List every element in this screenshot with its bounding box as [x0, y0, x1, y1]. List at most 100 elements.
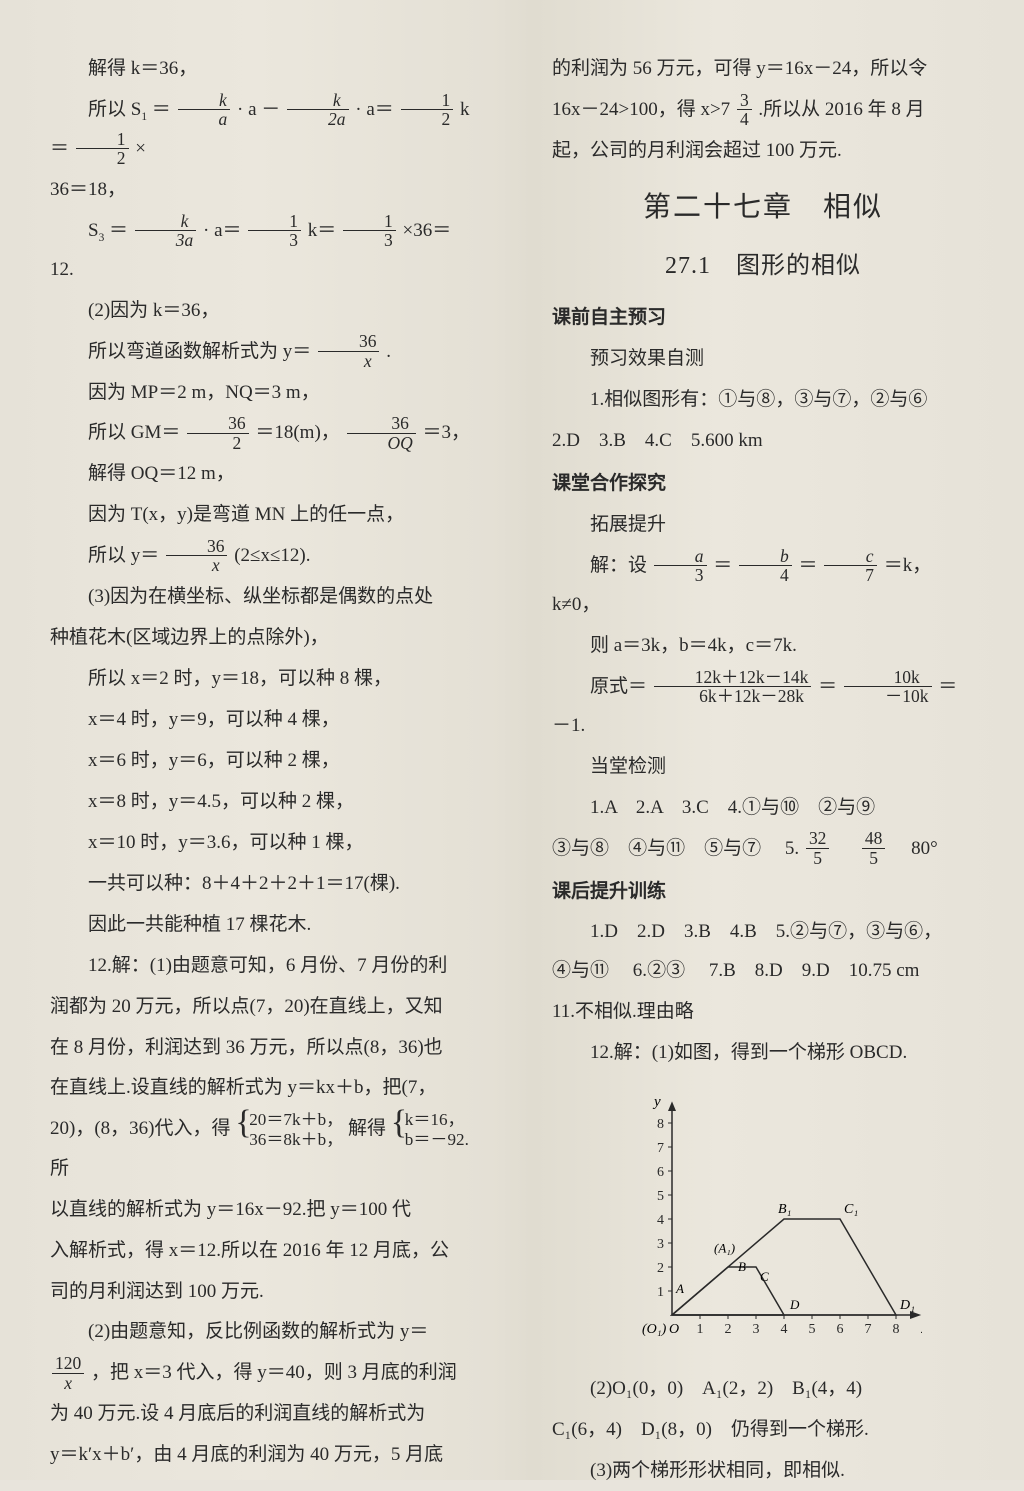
- subsection-heading: 预习效果自测: [552, 340, 974, 379]
- text-line: 入解析式，得 x＝12.所以在 2016 年 12 月底，公: [50, 1232, 472, 1271]
- fraction: b4: [739, 547, 792, 585]
- text-line: (3)两个梯形形状相同，即相似.: [552, 1452, 974, 1491]
- text-line: 在 8 月份，利润达到 36 万元，所以点(8，36)也: [50, 1029, 472, 1068]
- left-column: 解得 k＝36， 所以 S1 ＝ ka · a － k2a · a＝ 12 k＝…: [0, 0, 512, 1480]
- t: .: [386, 341, 391, 362]
- text-line: 司的月利润达到 100 万元.: [50, 1273, 472, 1312]
- fraction: 36x: [166, 537, 227, 575]
- text-line: 解得 OQ＝12 m，: [50, 455, 472, 494]
- text-line: 因此一共能种植 17 棵花木.: [50, 906, 472, 945]
- subsection-heading: 课前自主预习: [552, 299, 974, 338]
- svg-text:5: 5: [809, 1322, 816, 1337]
- text-line: 的利润为 56 万元，可得 y＝16x－24，所以令: [552, 50, 974, 89]
- svg-text:8: 8: [657, 1117, 664, 1132]
- svg-text:2: 2: [725, 1322, 732, 1337]
- t: 所以 S: [88, 99, 141, 120]
- svg-text:5: 5: [657, 1189, 664, 1204]
- text-line: 所以 x＝2 时，y＝18，可以种 8 棵，: [50, 660, 472, 699]
- text-line: 1.A 2.A 3.C 4.①与⑩ ②与⑨: [552, 789, 974, 828]
- t: 所以 y＝: [88, 545, 159, 566]
- text-line: 所以 S1 ＝ ka · a － k2a · a＝ 12 k＝ 12 ×: [50, 91, 472, 169]
- svg-text:6: 6: [657, 1165, 664, 1180]
- text-line: 120x ，把 x＝3 代入，得 y＝40，则 3 月底的利润: [50, 1354, 472, 1393]
- svg-text:B₁: B₁: [778, 1202, 791, 1217]
- svg-text:O: O: [669, 1322, 679, 1337]
- text-line: ④与⑪ 6.②③ 7.B 8.D 9.D 10.75 cm: [552, 952, 974, 991]
- svg-text:D₁: D₁: [899, 1298, 915, 1313]
- text-line: 16x－24>100，得 x>7 34 .所以从 2016 年 8 月: [552, 91, 974, 130]
- fraction: k3a: [135, 212, 196, 250]
- svg-text:3: 3: [657, 1237, 664, 1252]
- svg-text:4: 4: [781, 1322, 788, 1337]
- t: 解：设: [590, 555, 647, 576]
- text-line: 2.D 3.B 4.C 5.600 km: [552, 422, 974, 461]
- text-line: 1.相似图形有：①与⑧，③与⑦，②与⑥: [552, 381, 974, 420]
- sub: 1: [141, 111, 147, 123]
- subsection-heading: 拓展提升: [552, 506, 974, 545]
- text-line: (2)因为 k＝36，: [50, 292, 472, 331]
- t: · a －: [237, 99, 280, 120]
- svg-text:x: x: [920, 1321, 922, 1337]
- text-line: 36＝18，: [50, 171, 472, 210]
- text-line: 所以 GM＝ 362 ＝18(m)， 36OQ ＝3，: [50, 414, 472, 453]
- text-line: x＝6 时，y＝6，可以种 2 棵，: [50, 742, 472, 781]
- text-line: y＝k′x＋b′，由 4 月底的利润为 40 万元，5 月底: [50, 1436, 472, 1475]
- fraction: 34: [737, 91, 752, 129]
- svg-text:8: 8: [893, 1322, 900, 1337]
- t: (2≤x≤12).: [234, 545, 310, 566]
- text-line: 11.不相似.理由略: [552, 993, 974, 1032]
- equation-system: 20＝7k＋b， 36＝8k＋b，: [235, 1110, 343, 1149]
- equation-system: k＝16， b＝－92.: [391, 1110, 469, 1149]
- svg-text:(A₁): (A₁): [714, 1241, 735, 1256]
- text-line: 润都为 20 万元，所以点(7，20)在直线上，又知: [50, 988, 472, 1027]
- text-line: 原式＝ 12k＋12k－14k6k＋12k－28k ＝ 10k－10k ＝－1.: [552, 668, 974, 746]
- svg-text:6: 6: [837, 1322, 844, 1337]
- t: · a＝: [203, 220, 242, 241]
- fraction: 362: [187, 414, 248, 452]
- t: ＝18(m)，: [255, 422, 339, 443]
- t: S: [88, 220, 99, 241]
- fraction: 36OQ: [347, 414, 416, 452]
- fraction: 12k＋12k－14k6k＋12k－28k: [654, 668, 812, 706]
- t: 1.相似图形有：: [590, 389, 718, 410]
- fraction: 13: [248, 212, 301, 250]
- t: 16x－24>100，得 x>7: [552, 99, 730, 120]
- section-heading: 27.1 图形的相似: [552, 242, 974, 291]
- subsection-heading: 当堂检测: [552, 748, 974, 787]
- t: 解得: [348, 1118, 386, 1139]
- text-line: 则 a＝3k，b＝4k，c＝7k.: [552, 627, 974, 666]
- text-line: 20)，(8，36)代入，得 20＝7k＋b， 36＝8k＋b， 解得 k＝16…: [50, 1110, 472, 1188]
- fraction: 13: [343, 212, 396, 250]
- text-line: ③与⑧ ④与⑪ ⑤与⑦ 5. 325 485 80°: [552, 830, 974, 869]
- fraction: 120x: [52, 1354, 84, 1392]
- svg-text:B: B: [738, 1259, 746, 1274]
- svg-text:1: 1: [697, 1322, 704, 1337]
- t: ＝: [109, 220, 128, 241]
- svg-text:A: A: [675, 1281, 684, 1296]
- fraction: 12: [76, 130, 129, 168]
- fraction: ka: [178, 91, 231, 129]
- svg-text:D: D: [789, 1297, 800, 1312]
- fraction: 12: [401, 91, 454, 129]
- text-line: S3 ＝ k3a · a＝ 13 k＝ 13 ×36＝12.: [50, 212, 472, 290]
- subsection-heading: 课堂合作探究: [552, 465, 974, 504]
- t: ＝: [152, 99, 171, 120]
- text-line: x＝10 时，y＝3.6，可以种 1 棵，: [50, 824, 472, 863]
- fraction: c7: [824, 547, 877, 585]
- text-line: 因为 T(x，y)是弯道 MN 上的任一点，: [50, 496, 472, 535]
- text-line: 解得 k＝36，: [50, 50, 472, 89]
- text-line: 所以 y＝ 36x (2≤x≤12).: [50, 537, 472, 576]
- svg-text:y: y: [652, 1094, 661, 1110]
- svg-text:2: 2: [657, 1261, 664, 1276]
- t: ，把 x＝3 代入，得 y＝40，则 3 月底的利润: [91, 1362, 457, 1383]
- svg-text:C₁: C₁: [844, 1202, 858, 1217]
- chapter-heading: 第二十七章 相似: [552, 179, 974, 236]
- t: 所以 GM＝: [88, 422, 180, 443]
- fraction: a3: [654, 547, 707, 585]
- text-line: 以直线的解析式为 y＝16x－92.把 y＝100 代: [50, 1191, 472, 1230]
- t: ＝3，: [423, 422, 471, 443]
- text-line: 12.解：(1)由题意可知，6 月份、7 月份的利: [50, 947, 472, 986]
- t: ×: [135, 138, 146, 159]
- text-line: (2)由题意知，反比例函数的解析式为 y＝: [50, 1313, 472, 1352]
- subsection-heading: 课后提升训练: [552, 873, 974, 912]
